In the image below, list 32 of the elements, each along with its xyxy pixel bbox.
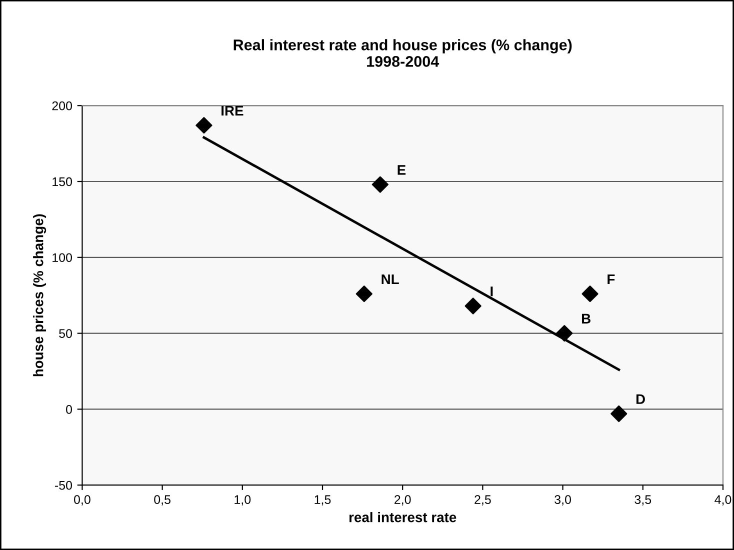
annotation: D (636, 394, 645, 404)
point (372, 176, 388, 193)
y-axis-title: house prices (% change) (33, 214, 46, 376)
annotation: E (398, 165, 406, 175)
x-tick-label: 1,0 (234, 495, 251, 506)
annotation: F (608, 274, 615, 284)
y-tick-label: 50 (59, 329, 72, 338)
point (356, 286, 372, 302)
point (582, 286, 598, 302)
x-tick-label: 3,0 (554, 495, 571, 506)
x-tick-label: 1,5 (314, 495, 331, 506)
x-tick-label: 4,0 (714, 495, 732, 506)
x-tick-label: 0,5 (154, 495, 170, 506)
y-tick-label: 200 (52, 101, 72, 110)
annotation: NL (382, 274, 399, 284)
y-tick-label: 150 (52, 177, 72, 186)
x-tick-label: 3,5 (634, 495, 652, 506)
annotation: I (490, 286, 493, 296)
x-tick-label: 2,5 (474, 495, 491, 506)
point (196, 117, 212, 134)
y-tick-label: -50 (54, 480, 72, 490)
annotation: IRE (222, 106, 244, 116)
y-tick-label: 0 (66, 405, 72, 414)
y-tick-label: 100 (52, 253, 72, 262)
point (464, 298, 482, 314)
chart-title: Real interest rate and house prices (% change) 1998-2004 (234, 39, 572, 67)
x-axis-title: real interest rate (349, 512, 456, 522)
point (610, 405, 628, 422)
x-tick-label: 2,0 (394, 495, 411, 506)
annotation: B (582, 314, 590, 324)
point (556, 325, 573, 342)
x-tick-label: 0,0 (74, 495, 90, 506)
